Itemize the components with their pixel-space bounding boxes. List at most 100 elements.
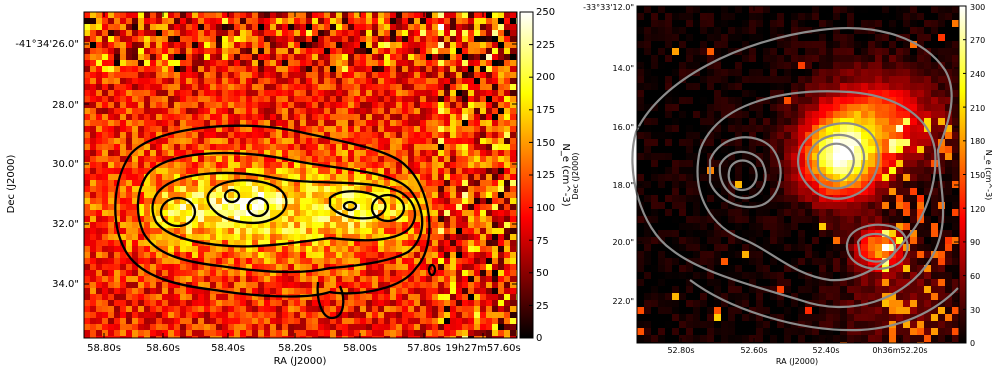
left-heatmap-cell xyxy=(108,144,115,151)
left-heatmap-cell xyxy=(504,300,511,307)
left-heatmap-cell xyxy=(156,78,163,85)
left-heatmap-cell xyxy=(108,270,115,277)
left-heatmap-cell xyxy=(468,336,475,339)
left-heatmap-cell xyxy=(114,330,121,337)
right-heatmap-cell xyxy=(644,111,652,119)
left-heatmap-cell xyxy=(462,324,469,331)
right-heatmap-cell xyxy=(707,90,715,98)
left-heatmap-cell xyxy=(288,18,295,25)
left-heatmap-cell xyxy=(396,246,403,253)
left-heatmap-cell xyxy=(90,66,97,73)
left-heatmap-cell xyxy=(84,192,91,199)
left-heatmap-cell xyxy=(162,162,169,169)
right-heatmap-cell xyxy=(777,97,785,105)
left-heatmap-cell xyxy=(396,114,403,121)
right-heatmap-cell xyxy=(756,27,764,35)
left-heatmap-cell xyxy=(294,30,301,37)
left-heatmap-cell xyxy=(84,174,91,181)
left-heatmap-cell xyxy=(324,36,331,43)
right-heatmap-cell xyxy=(742,55,750,63)
left-heatmap-cell xyxy=(324,168,331,175)
left-heatmap-cell xyxy=(126,24,133,31)
left-heatmap-cell xyxy=(210,270,217,277)
left-heatmap-cell xyxy=(492,210,499,217)
left-heatmap-cell xyxy=(114,168,121,175)
right-heatmap-cell xyxy=(819,55,827,63)
left-heatmap-cell xyxy=(384,222,391,229)
left-heatmap-cell xyxy=(228,162,235,169)
left-heatmap-cell xyxy=(126,120,133,127)
left-heatmap-cell xyxy=(246,228,253,235)
left-heatmap-cell xyxy=(402,168,409,175)
left-heatmap-cell xyxy=(132,150,139,157)
left-heatmap-cell xyxy=(150,216,157,223)
left-heatmap-cell xyxy=(282,282,289,289)
left-heatmap-cell xyxy=(474,192,481,199)
right-heatmap-cell xyxy=(910,76,918,84)
left-heatmap-cell xyxy=(198,204,205,211)
left-heatmap-cell xyxy=(120,198,127,205)
left-heatmap-cell xyxy=(180,24,187,31)
left-heatmap-cell xyxy=(210,24,217,31)
left-heatmap-cell xyxy=(234,126,241,133)
left-heatmap-cell xyxy=(174,306,181,313)
left-heatmap-cell xyxy=(372,252,379,259)
left-heatmap-cell xyxy=(138,192,145,199)
right-heatmap-cell xyxy=(791,48,799,56)
left-heatmap-cell xyxy=(234,30,241,37)
right-heatmap-cell xyxy=(805,76,813,84)
left-heatmap-cell xyxy=(186,120,193,127)
left-heatmap-cell xyxy=(270,48,277,55)
left-heatmap-cell xyxy=(390,30,397,37)
left-heatmap-cell xyxy=(120,252,127,259)
left-heatmap-cell xyxy=(402,66,409,73)
left-heatmap-cell xyxy=(462,102,469,109)
left-heatmap-cell xyxy=(468,222,475,229)
left-heatmap-cell xyxy=(228,210,235,217)
left-heatmap-cell xyxy=(252,174,259,181)
left-heatmap-cell xyxy=(438,228,445,235)
left-heatmap-cell xyxy=(456,90,463,97)
left-heatmap-cell xyxy=(378,42,385,49)
left-heatmap-cell xyxy=(438,60,445,67)
right-heatmap-cell xyxy=(665,62,673,70)
left-heatmap-cell xyxy=(462,246,469,253)
left-heatmap-cell xyxy=(126,180,133,187)
left-heatmap-cell xyxy=(474,282,481,289)
left-heatmap-cell xyxy=(378,96,385,103)
left-heatmap-cell xyxy=(216,318,223,325)
left-heatmap-cell xyxy=(366,294,373,301)
left-heatmap-cell xyxy=(396,66,403,73)
left-heatmap-cell xyxy=(180,234,187,241)
right-heatmap-cell xyxy=(777,104,785,112)
left-heatmap-cell xyxy=(480,228,487,235)
left-heatmap-cell xyxy=(246,186,253,193)
left-heatmap-cell xyxy=(198,294,205,301)
left-heatmap-cell xyxy=(306,240,313,247)
left-heatmap-cell xyxy=(222,210,229,217)
left-heatmap-cell xyxy=(438,306,445,313)
left-heatmap-cell xyxy=(180,300,187,307)
left-heatmap-cell xyxy=(264,264,271,271)
left-heatmap-cell xyxy=(258,72,265,79)
left-heatmap-cell xyxy=(126,78,133,85)
right-heatmap-cell xyxy=(840,76,848,84)
left-heatmap-cell xyxy=(402,126,409,133)
left-heatmap-cell xyxy=(228,294,235,301)
left-heatmap-cell xyxy=(138,102,145,109)
left-heatmap-cell xyxy=(336,318,343,325)
left-heatmap-cell xyxy=(504,24,511,31)
left-heatmap-cell xyxy=(510,294,517,301)
left-heatmap-cell xyxy=(246,282,253,289)
left-heatmap-cell xyxy=(246,78,253,85)
left-heatmap-cell xyxy=(174,186,181,193)
left-heatmap-cell xyxy=(318,270,325,277)
left-heatmap-cell xyxy=(312,288,319,295)
right-heatmap-cell xyxy=(924,111,932,119)
left-heatmap-cell xyxy=(324,120,331,127)
left-heatmap-cell xyxy=(144,198,151,205)
left-heatmap-cell xyxy=(192,168,199,175)
left-heatmap-cell xyxy=(330,120,337,127)
left-heatmap-cell xyxy=(414,54,421,61)
left-heatmap-cell xyxy=(486,78,493,85)
